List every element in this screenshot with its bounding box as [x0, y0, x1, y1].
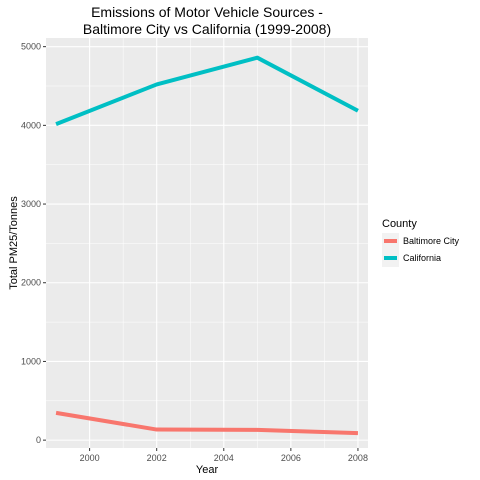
- legend-label-baltimore-city: Baltimore City: [403, 236, 460, 246]
- series-line-california: [55, 55, 359, 126]
- legend: County Baltimore City California: [382, 218, 460, 267]
- legend-items: Baltimore City California: [382, 233, 460, 267]
- y-tick-label: 4000: [21, 120, 41, 130]
- x-tick-label: 2008: [348, 453, 368, 463]
- series-lines: [55, 55, 359, 436]
- legend-label-california: California: [403, 253, 441, 263]
- x-axis-ticks: 2000 2002 2004 2006 2008: [80, 448, 368, 463]
- x-tick-label: 2002: [147, 453, 167, 463]
- y-tick-label: 2000: [21, 278, 41, 288]
- plot-panel: [46, 38, 368, 448]
- major-gridlines: [46, 38, 368, 448]
- x-tick-label: 2006: [281, 453, 301, 463]
- y-tick-label: 5000: [21, 42, 41, 52]
- x-tick-label: 2000: [80, 453, 100, 463]
- y-tick-label: 3000: [21, 199, 41, 209]
- minor-gridlines: [46, 38, 368, 448]
- y-tick-label: 1000: [21, 356, 41, 366]
- chart-title-line1: Emissions of Motor Vehicle Sources -: [91, 4, 323, 20]
- y-axis-ticks: 0 1000 2000 3000 4000 5000: [21, 42, 46, 445]
- x-axis-title: Year: [196, 464, 219, 476]
- y-tick-label: 0: [36, 435, 41, 445]
- legend-title: County: [382, 218, 417, 230]
- y-axis-title: Total PM25/Tonnes: [8, 196, 20, 290]
- series-line-baltimore-city: [55, 410, 359, 436]
- x-tick-label: 2004: [214, 453, 234, 463]
- chart-title-line2: Baltimore City vs California (1999-2008): [83, 21, 331, 37]
